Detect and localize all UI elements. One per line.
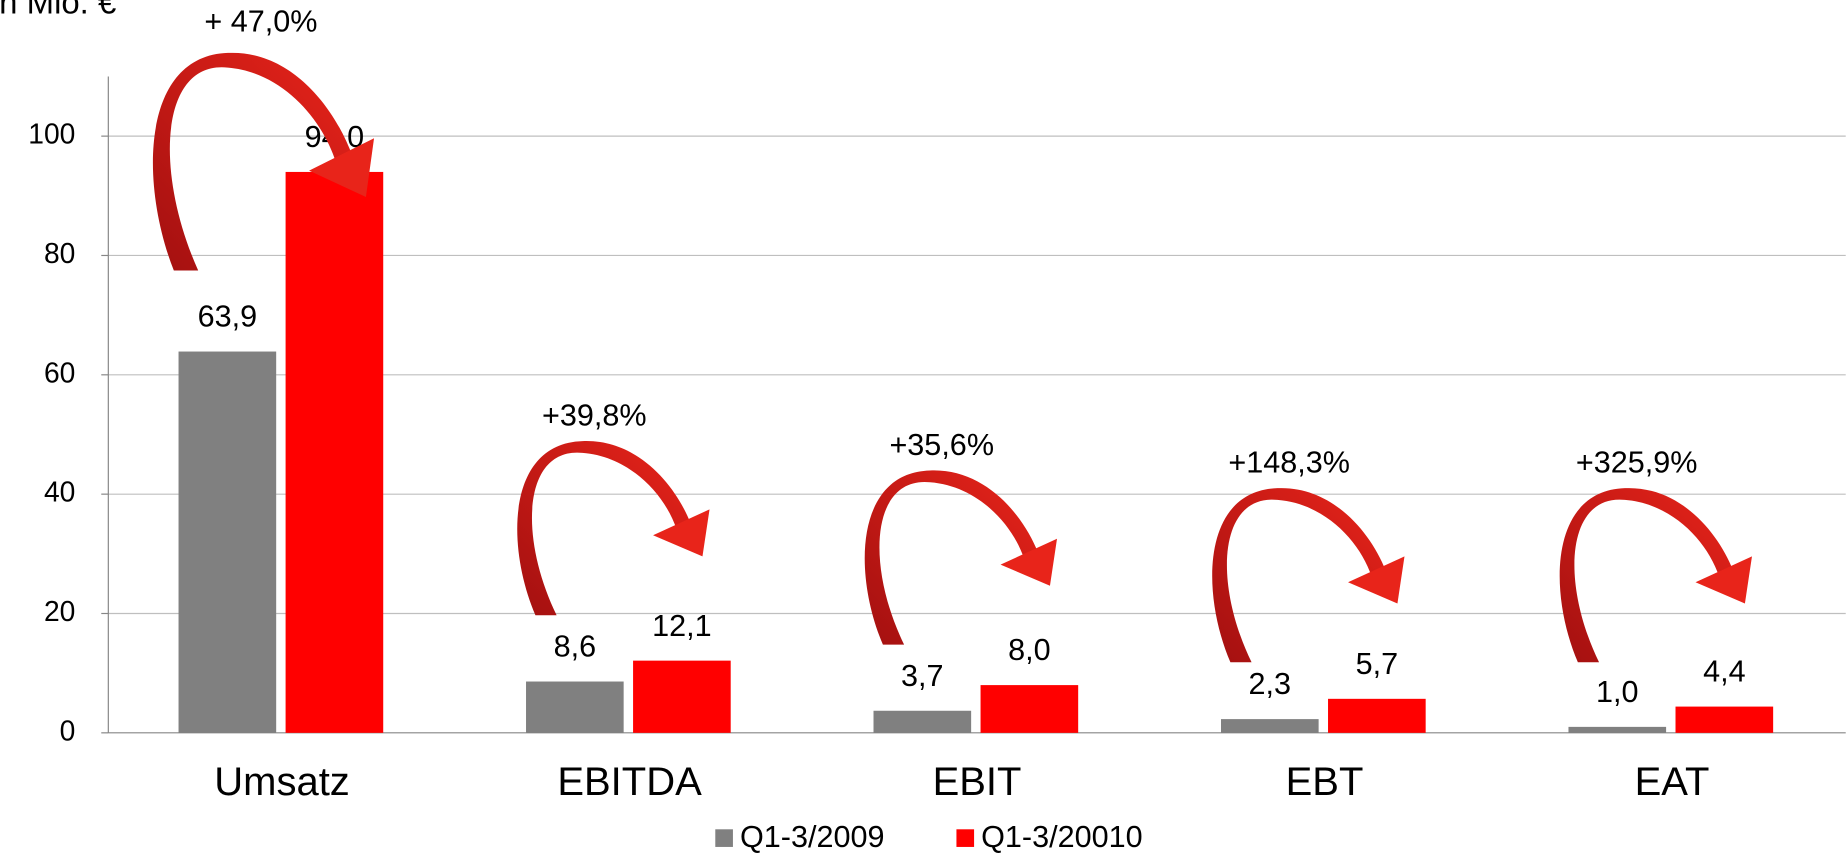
arrow-body [517, 441, 691, 616]
bar [178, 351, 277, 733]
bar [1675, 706, 1774, 733]
arrow-head [309, 138, 375, 198]
value-label: 12,1 [652, 609, 712, 643]
legend-swatch [715, 829, 733, 847]
annotation: +35,6% [889, 428, 994, 462]
annotation: +148,3% [1228, 446, 1350, 480]
y-axis-label: in Mio. € [0, 0, 116, 20]
growth-arrow [864, 470, 1058, 645]
arrow-body [152, 52, 353, 271]
growth-arrow [152, 52, 375, 271]
value-label: 2,3 [1249, 667, 1292, 701]
y-tick-label: 40 [44, 476, 75, 508]
growth-arrow [1559, 488, 1752, 663]
bar [526, 681, 624, 733]
bar [1568, 726, 1667, 733]
bar [285, 171, 384, 733]
legend-swatch [956, 829, 975, 847]
annotation: +39,8% [542, 399, 647, 433]
bar [980, 685, 1079, 733]
value-label: 8,0 [1008, 633, 1051, 667]
value-label: 8,6 [554, 630, 597, 664]
value-label: 5,7 [1356, 647, 1399, 681]
annotation: +325,9% [1576, 446, 1698, 480]
x-tick-label: Umsatz [214, 760, 350, 804]
x-tick-label: EBITDA [557, 760, 702, 804]
arrow-head [1348, 556, 1405, 604]
y-tick-label: 0 [60, 714, 76, 746]
value-label: 3,7 [901, 659, 944, 693]
bar [1328, 698, 1426, 733]
x-tick-label: EBIT [933, 760, 1022, 804]
value-label: 4,4 [1703, 655, 1746, 689]
growth-arrow [517, 441, 710, 616]
growth-arrow [1212, 488, 1405, 663]
x-tick-label: EAT [1635, 760, 1710, 804]
legend-label: Q1-3/2009 [740, 820, 885, 854]
bar [873, 710, 972, 733]
value-label: 63,9 [198, 300, 258, 334]
annotation: + 47,0% [204, 5, 317, 39]
arrow-body [864, 470, 1039, 645]
legend-label: Q1-3/20010 [981, 820, 1143, 854]
bar [633, 660, 731, 733]
y-tick-label: 20 [44, 595, 75, 627]
arrow-body [1559, 488, 1734, 663]
y-tick-label: 80 [44, 237, 75, 269]
y-tick-label: 60 [44, 356, 75, 388]
arrow-body [1212, 488, 1386, 663]
bar [1220, 719, 1319, 733]
arrow-head [1695, 556, 1752, 604]
arrow-head [653, 509, 710, 557]
arrow-head [1000, 538, 1058, 586]
x-tick-label: EBT [1286, 760, 1364, 804]
y-tick-label: 100 [28, 118, 75, 150]
value-label: 1,0 [1596, 675, 1639, 709]
